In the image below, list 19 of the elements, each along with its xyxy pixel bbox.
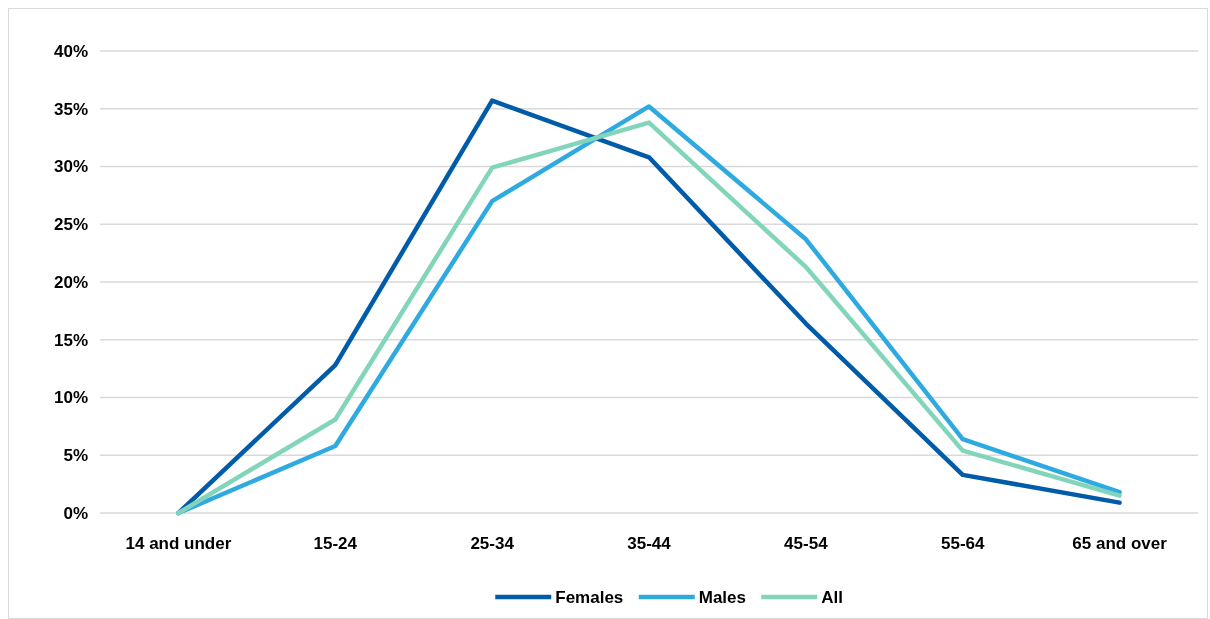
y-tick-label: 5% [63, 446, 88, 466]
y-tick-label: 35% [53, 99, 88, 119]
x-tick-label: 35-44 [627, 534, 672, 553]
x-tick-label: 55-64 [940, 534, 985, 553]
legend-label: Females [555, 587, 624, 607]
x-tick-label: 14 and under [125, 534, 232, 553]
y-tick-label: 25% [53, 215, 88, 235]
y-tick-label: 15% [53, 330, 88, 350]
y-tick-label: 30% [53, 157, 88, 177]
y-tick-label: 0% [63, 503, 88, 523]
x-tick-label: 25-34 [470, 534, 515, 553]
legend-label: All [821, 587, 843, 607]
y-tick-label: 10% [53, 388, 88, 408]
x-tick-label: 65 and over [1072, 534, 1168, 553]
x-tick-label: 45-54 [784, 534, 829, 553]
y-tick-label: 40% [53, 41, 88, 61]
y-tick-label: 20% [53, 272, 88, 292]
x-tick-label: 15-24 [313, 534, 358, 553]
legend-label: Males [698, 587, 746, 607]
